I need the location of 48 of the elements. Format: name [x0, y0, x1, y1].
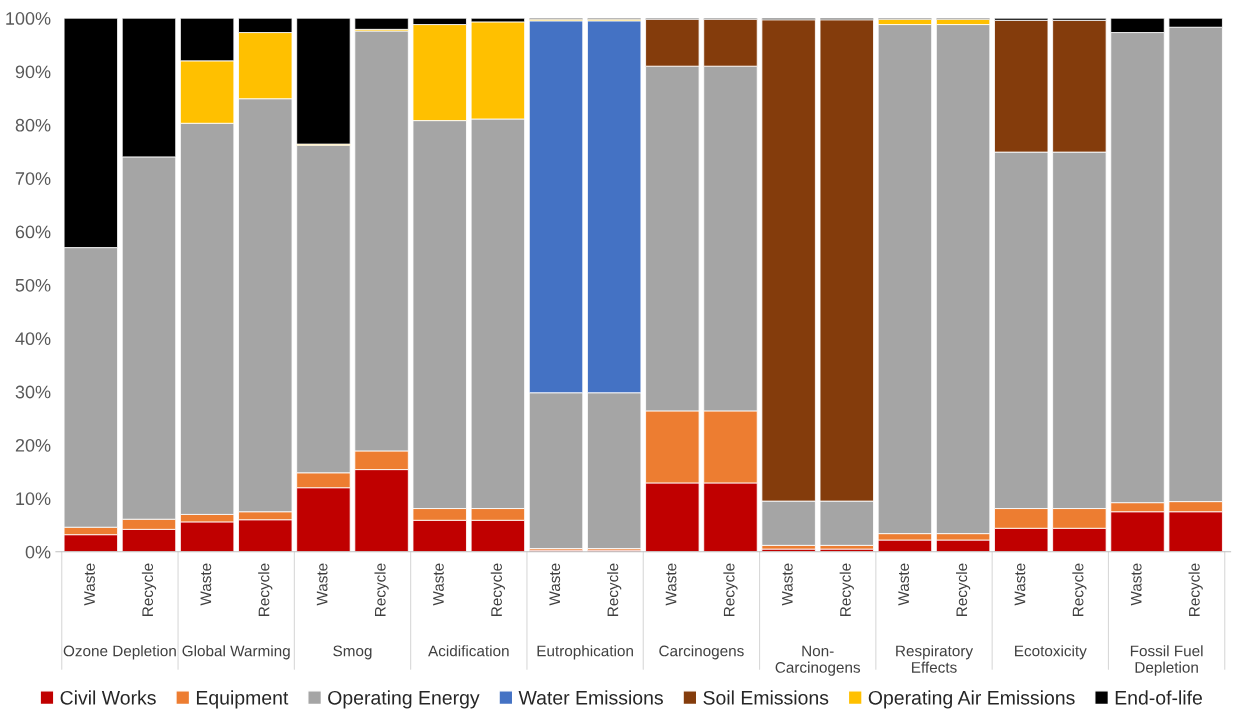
legend-label: Equipment [196, 690, 289, 709]
legend-label: Water Emissions [518, 690, 663, 705]
legend-label: Operating Energy [328, 690, 480, 709]
x-tick-label: Recycle [839, 563, 854, 616]
y-tick-label: 10% [16, 492, 51, 506]
legend-label: Civil Works [60, 690, 156, 705]
x-tick-label: Recycle [723, 563, 738, 616]
x-tick-label: Waste [549, 563, 561, 606]
x-tick-label: Recycle [955, 563, 971, 616]
text: Fossil Fuel Depletion [1130, 645, 1203, 676]
text: Ozone Depletion [63, 645, 176, 660]
text: Acidification [428, 645, 509, 657]
y-tick-label: 90% [15, 65, 51, 79]
x-tick-label: Recycle [258, 563, 273, 616]
y-tick-label: 50% [15, 278, 51, 292]
x-tick-label: Recycle [607, 563, 622, 616]
x-tick-label: Waste [200, 563, 212, 606]
legend-label: Operating Air Emissions [868, 690, 1075, 709]
text: Non- Carcinogens [775, 645, 861, 676]
legend-label: Soil Emissions [703, 690, 829, 705]
y-tick-label: 20% [15, 438, 51, 452]
text: Global Warming [182, 645, 290, 660]
text: Carcinogens [659, 645, 744, 660]
x-tick-label: Recycle [1072, 563, 1087, 616]
y-tick-label: 70% [15, 172, 51, 185]
x-tick-label: Recycle [141, 563, 157, 616]
x-tick-label: Waste [316, 563, 328, 606]
x-tick-label: Waste [898, 563, 910, 606]
x-tick-label: Waste [84, 563, 95, 606]
x-tick-label: Recycle [1188, 563, 1203, 616]
x-tick-label: Waste [665, 563, 677, 606]
text: Ecotoxicity [1015, 645, 1087, 660]
y-tick-label: 0% [25, 545, 51, 559]
x-tick-label: Waste [1130, 563, 1142, 606]
y-tick-label: 60% [15, 225, 51, 239]
text: Eutrophication [537, 645, 633, 660]
y-tick-label: 40% [15, 332, 51, 346]
y-tick-label: 80% [15, 118, 51, 132]
y-tick-label: 30% [15, 385, 51, 399]
legend-label: End-of-life [1115, 690, 1202, 705]
x-tick-label: Waste [782, 563, 793, 606]
y-tick-label: 100% [6, 12, 51, 25]
x-tick-label: Waste [433, 563, 444, 606]
text: Respiratory Effects [896, 645, 974, 673]
text: Smog [333, 645, 372, 660]
x-tick-label: Recycle [374, 563, 389, 616]
x-tick-label: Waste [1014, 563, 1026, 606]
x-tick-label: Recycle [490, 563, 505, 616]
